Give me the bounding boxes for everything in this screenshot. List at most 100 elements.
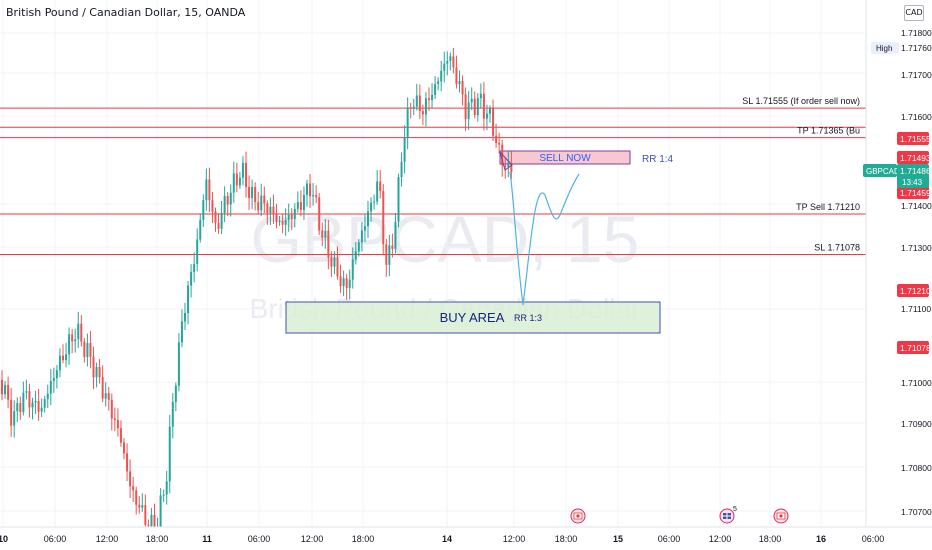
candle-body xyxy=(415,95,418,107)
candle-body xyxy=(162,494,165,496)
candle-body xyxy=(437,81,440,85)
candle-body xyxy=(13,411,16,426)
candle-body xyxy=(238,177,241,186)
candle-body xyxy=(217,222,220,229)
price-badge-label: 1.71493 xyxy=(900,153,931,163)
sell-triangle[interactable] xyxy=(499,151,513,171)
candle-body xyxy=(394,221,397,249)
candle-body xyxy=(245,162,247,187)
candle-body xyxy=(388,245,391,265)
candle-body xyxy=(16,403,19,412)
candle-body xyxy=(226,195,229,205)
candle-body xyxy=(336,257,339,277)
candle-body xyxy=(123,442,125,454)
candle-body xyxy=(428,98,430,101)
time-tick: 12:00 xyxy=(301,534,324,544)
price-badge[interactable] xyxy=(897,132,929,145)
event-markers[interactable]: 5 xyxy=(570,506,789,524)
symbol-badge[interactable] xyxy=(863,164,897,177)
candle-body xyxy=(489,108,491,114)
time-tick: 12:00 xyxy=(96,534,119,544)
candle-body xyxy=(223,195,226,213)
candle-body xyxy=(132,486,135,491)
high-label-bg xyxy=(871,42,899,54)
candle-body xyxy=(434,84,437,95)
candle-body xyxy=(507,162,510,167)
time-tick: 18:00 xyxy=(146,534,169,544)
time-tick: 18:00 xyxy=(352,534,375,544)
high-value: 1.71760 xyxy=(901,43,932,53)
sell-now-box[interactable] xyxy=(499,150,631,165)
candle-body xyxy=(440,70,443,82)
price-tick: 1.70800 xyxy=(901,463,932,473)
time-scale-bg xyxy=(0,527,932,550)
projection-curve[interactable] xyxy=(509,171,580,306)
candle-body xyxy=(86,343,89,358)
candle-body xyxy=(126,453,129,472)
candle-body xyxy=(104,393,107,399)
candle-body xyxy=(187,285,190,314)
candle-body xyxy=(510,162,513,173)
canada-flag-icon[interactable] xyxy=(773,508,789,524)
candle-body xyxy=(83,341,86,358)
time-scale[interactable]: 10 06:00 12:00 18:00 11 06:00 12:00 18:00 14 12:0… xyxy=(0,526,932,550)
buy-area-label: BUY AREA xyxy=(440,310,505,325)
candle-body xyxy=(202,200,205,220)
candle-body xyxy=(113,418,116,421)
candle-body xyxy=(77,323,80,340)
candle-body xyxy=(107,393,110,400)
candle-body xyxy=(220,212,223,229)
uk-flag-icon[interactable]: 5 xyxy=(719,506,737,524)
projection-path[interactable] xyxy=(499,151,580,306)
price-badge[interactable] xyxy=(897,341,929,354)
trade-zones[interactable]: SELL NOW RR 1:4 BUY AREA RR 1:3 xyxy=(285,150,674,334)
candle-body xyxy=(141,505,144,508)
time-tick: 16 xyxy=(816,534,826,544)
candle-body xyxy=(391,245,394,249)
level-label: SL 1.71555 (If order sell now) xyxy=(742,96,860,106)
buy-rr-label: RR 1:3 xyxy=(514,313,542,323)
symbol-title[interactable]: British Pound / Canadian Dollar, 15, OAN… xyxy=(6,6,246,19)
candle-body xyxy=(452,56,455,68)
candle-body xyxy=(449,56,452,61)
candle-body xyxy=(327,230,330,258)
candle-body xyxy=(498,142,501,145)
current-price-badge[interactable] xyxy=(897,164,929,188)
time-tick: 11 xyxy=(202,534,212,544)
candle-body xyxy=(1,380,3,395)
price-badge-label: 1.71078 xyxy=(900,343,931,353)
candle-body xyxy=(485,113,488,119)
price-scale[interactable]: 1.71800 1.71700 1.71600 1.71400 1.71300 1.711… xyxy=(863,0,932,527)
candle-body xyxy=(89,343,92,357)
candle-body xyxy=(49,380,52,394)
price-badge[interactable] xyxy=(897,284,929,297)
candle-body xyxy=(284,219,287,225)
currency-button[interactable]: CAD xyxy=(904,5,924,21)
canada-flag-icon[interactable] xyxy=(570,508,586,524)
candle-body xyxy=(40,407,43,412)
candle-body xyxy=(306,183,308,195)
candle-body xyxy=(229,192,232,205)
candle-body xyxy=(46,393,49,400)
time-tick: 06:00 xyxy=(44,534,67,544)
candle-body xyxy=(293,208,296,220)
candle-body xyxy=(458,81,461,85)
price-tick: 1.71600 xyxy=(901,112,932,122)
candle-body xyxy=(412,106,415,109)
price-badge[interactable] xyxy=(897,151,929,164)
candle-body xyxy=(254,187,257,203)
candle-body xyxy=(62,355,64,361)
candle-body xyxy=(71,334,74,342)
candle-body xyxy=(312,195,315,197)
candle-body xyxy=(330,257,333,267)
candle-body xyxy=(147,524,150,526)
candle-body xyxy=(299,202,302,211)
sell-now-label: SELL NOW xyxy=(539,153,591,164)
price-badge[interactable] xyxy=(897,186,929,199)
level-lines[interactable]: SL 1.71555 (If order sell now) TP 1.71365… xyxy=(0,96,866,256)
candle-body xyxy=(129,471,132,487)
buy-area-box[interactable] xyxy=(285,301,661,334)
candle-body xyxy=(190,271,193,286)
